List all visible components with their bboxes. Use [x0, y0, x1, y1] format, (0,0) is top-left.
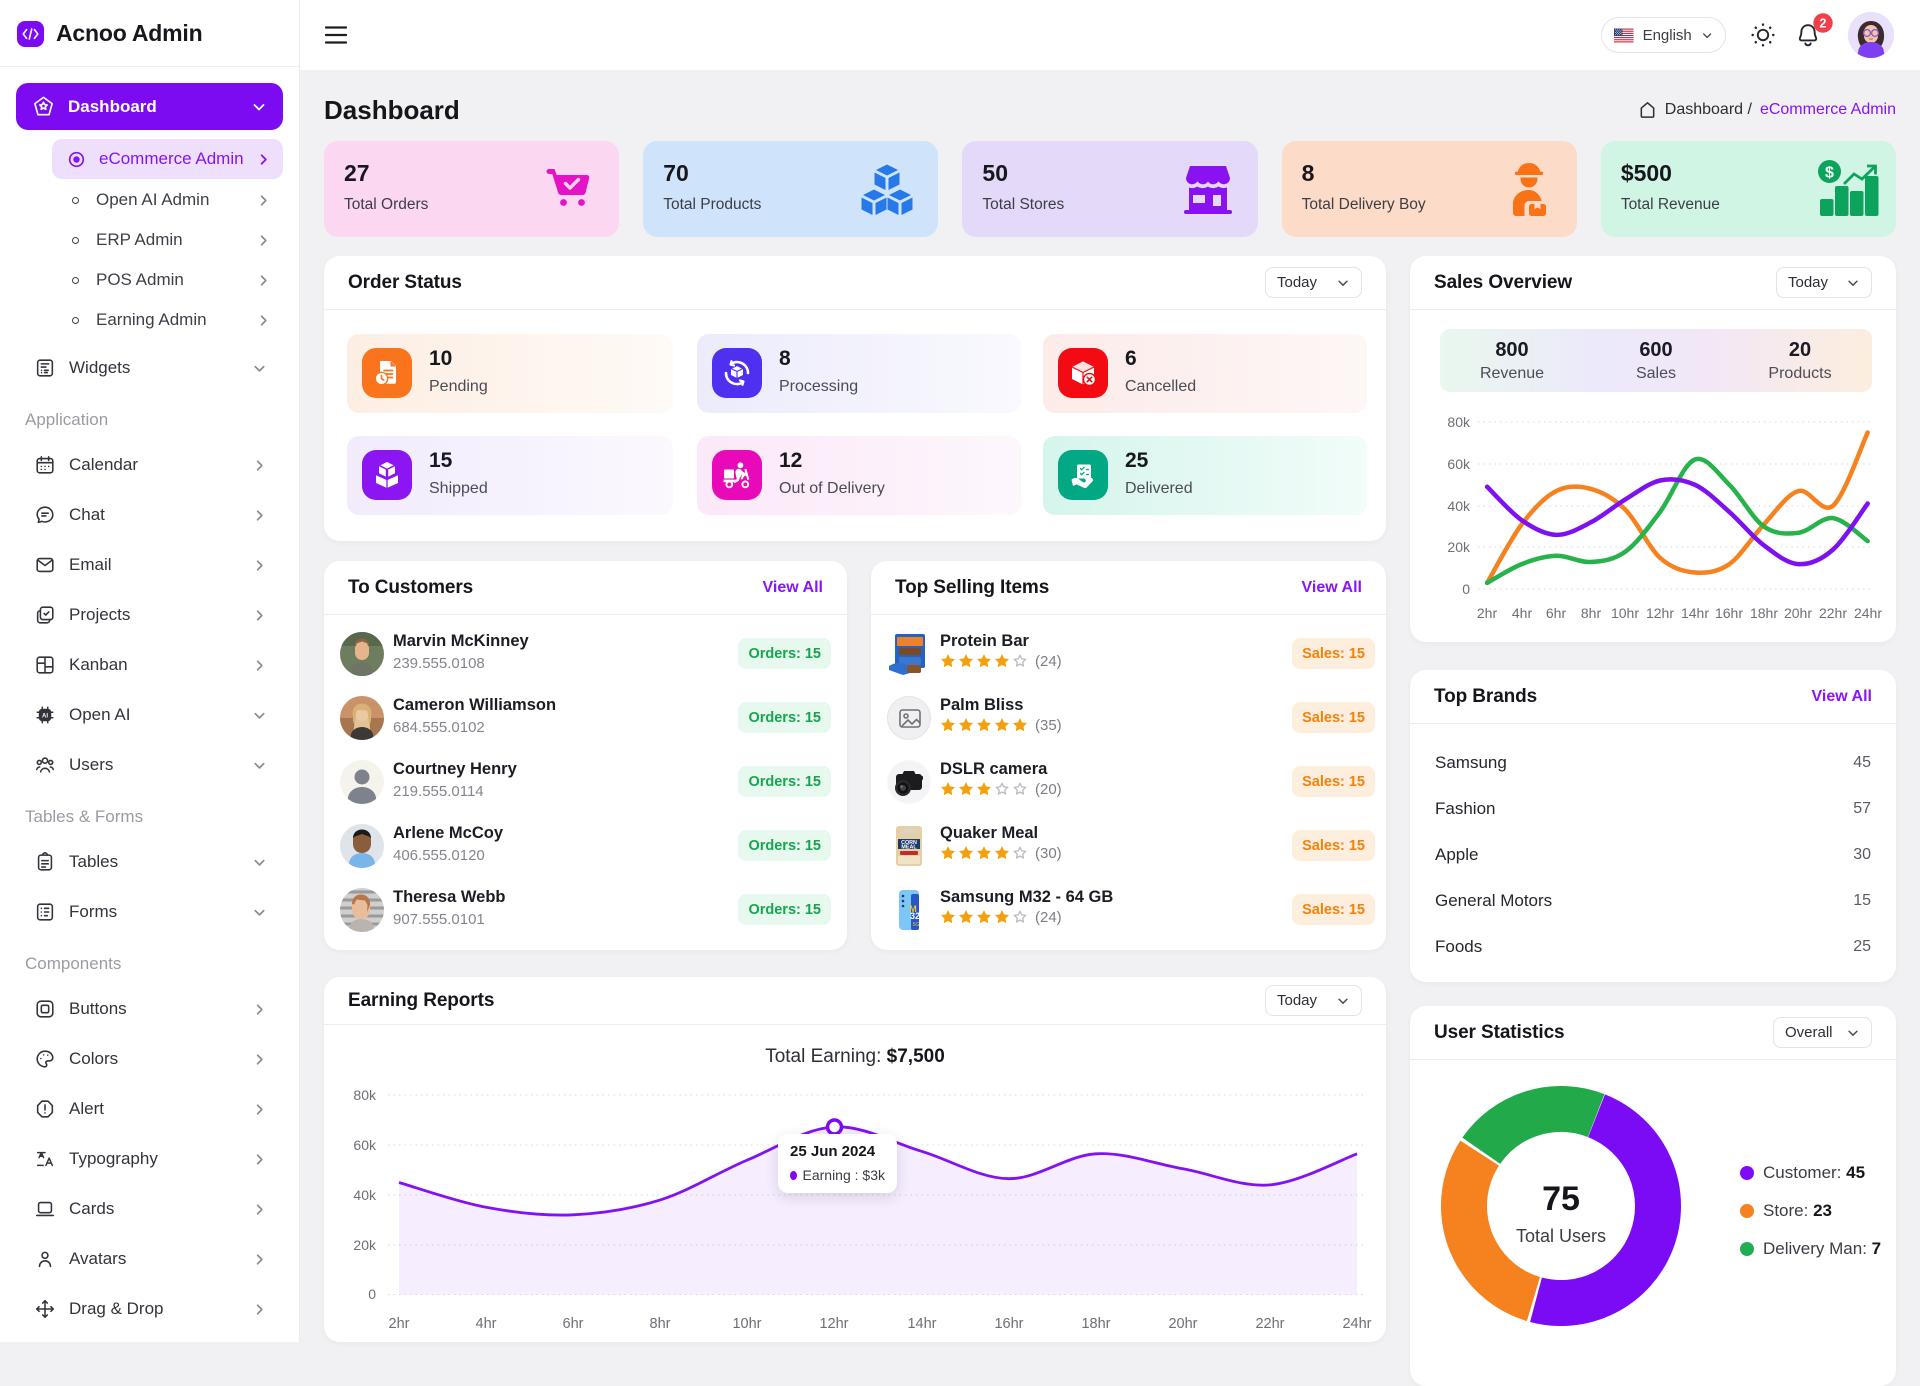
svg-text:6hr: 6hr: [1546, 605, 1567, 621]
svg-text:20hr: 20hr: [1784, 605, 1812, 621]
svg-text:8hr: 8hr: [1581, 605, 1602, 621]
svg-text:20k: 20k: [353, 1237, 377, 1253]
svg-text:0: 0: [1462, 581, 1470, 597]
svg-text:40k: 40k: [1447, 498, 1471, 514]
svg-text:80k: 80k: [353, 1087, 377, 1103]
svg-text:CORN: CORN: [901, 840, 917, 846]
svg-text:0: 0: [368, 1286, 376, 1302]
svg-text:75: 75: [1542, 1180, 1580, 1218]
svg-text:16hr: 16hr: [994, 1316, 1023, 1332]
svg-text:32: 32: [910, 911, 920, 921]
svg-text:4hr: 4hr: [476, 1316, 497, 1332]
svg-text:22hr: 22hr: [1255, 1316, 1284, 1332]
svg-text:$: $: [1825, 165, 1834, 182]
svg-text:2hr: 2hr: [1477, 605, 1498, 621]
svg-text:60k: 60k: [353, 1137, 377, 1153]
svg-text:4hr: 4hr: [1512, 605, 1533, 621]
svg-text:20hr: 20hr: [1168, 1316, 1197, 1332]
svg-text:20k: 20k: [1447, 539, 1471, 555]
svg-text:M: M: [909, 904, 917, 914]
svg-text:2hr: 2hr: [389, 1316, 410, 1332]
svg-text:10hr: 10hr: [1611, 605, 1639, 621]
svg-text:40k: 40k: [353, 1187, 377, 1203]
svg-text:AI: AI: [42, 713, 48, 719]
svg-text:2: 2: [1820, 16, 1827, 30]
svg-text:24hr: 24hr: [1854, 605, 1882, 621]
svg-text:Total Users: Total Users: [1516, 1226, 1606, 1246]
svg-text:18hr: 18hr: [1750, 605, 1778, 621]
svg-text:16hr: 16hr: [1715, 605, 1743, 621]
svg-text:60k: 60k: [1447, 456, 1471, 472]
svg-text:6hr: 6hr: [563, 1316, 584, 1332]
svg-text:18hr: 18hr: [1081, 1316, 1110, 1332]
svg-text:14hr: 14hr: [907, 1316, 936, 1332]
svg-text:80k: 80k: [1447, 414, 1471, 430]
svg-text:24hr: 24hr: [1342, 1316, 1371, 1332]
svg-text:5G: 5G: [913, 922, 920, 928]
svg-text:10hr: 10hr: [732, 1316, 761, 1332]
svg-text:14hr: 14hr: [1681, 605, 1709, 621]
svg-text:12hr: 12hr: [1646, 605, 1674, 621]
svg-text:8hr: 8hr: [650, 1316, 671, 1332]
svg-text:MEAL: MEAL: [901, 845, 917, 851]
svg-text:22hr: 22hr: [1819, 605, 1847, 621]
svg-text:12hr: 12hr: [819, 1316, 848, 1332]
